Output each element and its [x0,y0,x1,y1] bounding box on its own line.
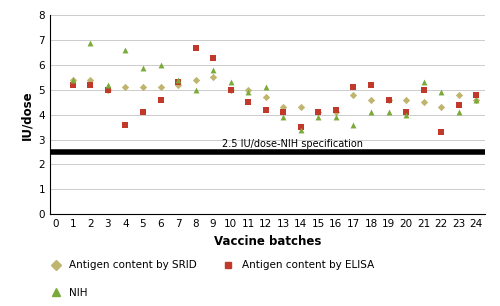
Point [262,85,270,90]
Point [262,95,270,100]
Point [384,97,392,102]
Point [297,125,305,130]
Point [174,80,182,85]
Point [350,92,358,97]
Point [402,110,410,115]
Point [139,65,147,70]
Point [454,102,462,107]
Point [226,80,234,85]
Point [209,68,217,73]
Point [209,75,217,80]
Point [226,88,234,92]
Point [332,115,340,120]
Point [86,40,94,45]
Point [332,107,340,112]
Point [350,122,358,127]
Point [420,88,428,92]
Y-axis label: IU/dose: IU/dose [20,90,33,140]
Point [122,85,130,90]
Point [280,110,287,115]
Point [280,105,287,110]
Point [122,122,130,127]
Point [314,110,322,115]
Legend: NIH: NIH [45,288,88,298]
Point [420,100,428,105]
Point [402,97,410,102]
Point [244,100,252,105]
Point [139,110,147,115]
Point [472,97,480,102]
Point [104,88,112,92]
Point [367,83,375,88]
Point [244,90,252,95]
Point [437,90,445,95]
Point [472,92,480,97]
Point [367,97,375,102]
Point [332,110,340,115]
Point [402,112,410,117]
Point [367,110,375,115]
Point [297,127,305,132]
Point [86,77,94,82]
Point [437,105,445,110]
Point [472,97,480,102]
Point [209,55,217,60]
Point [454,92,462,97]
Point [384,110,392,115]
Point [314,110,322,115]
Point [192,45,200,50]
Point [104,83,112,88]
Point [192,77,200,82]
Point [156,97,164,102]
Point [384,97,392,102]
Point [104,88,112,92]
Point [174,83,182,88]
Point [226,88,234,92]
Point [69,77,77,82]
Point [69,83,77,88]
Point [454,110,462,115]
Point [139,85,147,90]
Point [156,63,164,68]
Point [280,115,287,120]
Point [420,80,428,85]
Point [174,77,182,82]
Point [122,48,130,53]
Legend: Antigen content by SRID, Antigen content by ELISA: Antigen content by SRID, Antigen content… [45,260,374,270]
Point [192,88,200,92]
Text: 2.5 IU/dose-NIH specification: 2.5 IU/dose-NIH specification [222,139,362,149]
Point [297,105,305,110]
Point [69,77,77,82]
Point [244,88,252,92]
Point [156,85,164,90]
Point [314,115,322,120]
Point [86,83,94,88]
X-axis label: Vaccine batches: Vaccine batches [214,235,321,248]
Point [350,85,358,90]
Point [262,107,270,112]
Point [437,130,445,135]
